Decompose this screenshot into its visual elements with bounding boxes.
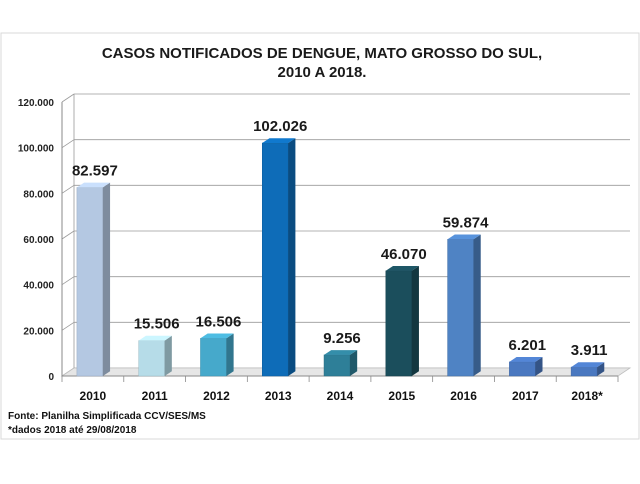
bar-2018 <box>570 362 605 377</box>
bar-2012 <box>200 333 234 377</box>
bar-side <box>226 333 234 376</box>
gridline-side <box>61 139 75 148</box>
x-tick-label: 2015 <box>388 389 415 403</box>
bar-2016 <box>447 234 481 377</box>
bar-side <box>411 266 419 376</box>
bar-side <box>288 138 296 376</box>
y-tick-label: 40.000 <box>23 281 54 292</box>
x-tick-label: 2013 <box>265 389 292 403</box>
bar-2017 <box>509 357 543 377</box>
bar-2011 <box>138 335 172 377</box>
bar-front <box>76 187 104 377</box>
bar-front <box>509 361 536 377</box>
bar-front <box>323 354 351 377</box>
bar-side <box>535 357 543 376</box>
bar-top <box>509 357 543 362</box>
bar-front <box>200 338 227 377</box>
chart-title-line2: 2010 A 2018. <box>278 64 367 81</box>
bar-front <box>385 270 413 377</box>
bar-2014 <box>323 350 358 377</box>
x-tick-label: 2010 <box>80 389 107 403</box>
data-label: 15.506 <box>134 316 180 333</box>
gridline-side <box>61 93 75 103</box>
bar-2015 <box>385 266 419 377</box>
bar-top <box>262 138 296 144</box>
bar-top <box>385 266 419 271</box>
gridline-side <box>61 322 75 331</box>
bar-side <box>473 234 481 376</box>
bar-front <box>447 239 474 377</box>
bar-top <box>200 333 234 339</box>
bar-front <box>261 142 289 377</box>
bar-top <box>571 362 605 368</box>
chart-title-line1: CASOS NOTIFICADOS DE DENGUE, MATO GROSSO… <box>102 45 542 62</box>
data-label: 46.070 <box>381 246 427 263</box>
data-label: 16.506 <box>195 313 241 330</box>
bar-side <box>349 350 358 376</box>
data-label: 102.026 <box>253 118 307 135</box>
gridline-side <box>61 230 75 240</box>
bar-top <box>76 182 111 188</box>
bar-front <box>570 366 598 377</box>
data-label: 6.201 <box>509 337 547 354</box>
x-tick-label: 2016 <box>450 389 477 403</box>
gridline-side <box>61 276 75 285</box>
bar-side <box>597 362 605 376</box>
gridline-side <box>61 185 75 194</box>
data-label: 3.911 <box>571 342 608 359</box>
y-tick-label: 0 <box>48 372 54 383</box>
source-note: Fonte: Planilha Simplificada CCV/SES/MS <box>8 411 206 422</box>
bar-top <box>447 234 481 240</box>
x-tick-label: 2011 <box>142 389 168 403</box>
data-note: *dados 2018 até 29/08/2018 <box>8 425 137 436</box>
bars-layer <box>76 138 605 377</box>
data-label: 82.597 <box>72 162 118 179</box>
y-tick-label: 120.000 <box>18 98 55 109</box>
x-tick-label: 2017 <box>512 389 539 403</box>
bar-side <box>102 182 111 376</box>
bar-2013 <box>261 138 296 377</box>
bar-2010 <box>76 182 111 377</box>
labels-layer: 82.597 15.506 16.506 102.026 9.256 46.070 59.8… <box>72 118 608 359</box>
y-tick-label: 80.000 <box>23 189 54 200</box>
data-label: 59.874 <box>443 214 490 231</box>
x-tick-label: 2018* <box>571 389 603 403</box>
bar-side <box>164 335 172 376</box>
bar-front <box>138 340 165 377</box>
x-tick-label: 2012 <box>203 389 230 403</box>
y-tick-label: 100.000 <box>18 144 55 155</box>
x-tick-label: 2014 <box>327 389 354 403</box>
y-tick-label: 20.000 <box>23 326 54 337</box>
bar-top <box>324 350 358 355</box>
data-label: 9.256 <box>323 330 361 347</box>
bar-top <box>138 335 172 341</box>
y-tick-label: 60.000 <box>23 235 54 246</box>
